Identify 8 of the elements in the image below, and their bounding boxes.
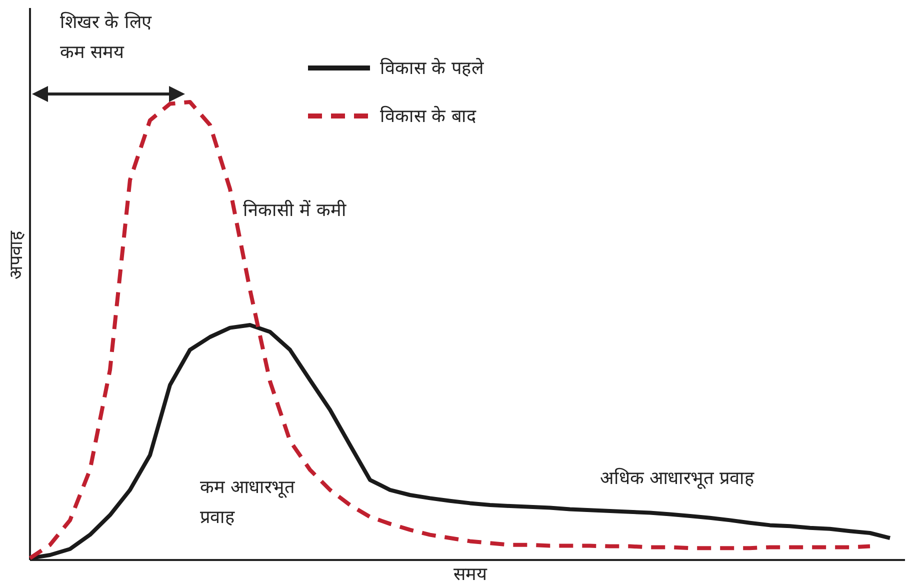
annotation: अधिक आधारभूत प्रवाह [600, 467, 754, 489]
annotation: निकासी में कमी [243, 199, 346, 221]
x-axis-title: समय [454, 564, 488, 584]
y-axis-title: अपवाह [6, 230, 27, 280]
text: शिखर के लिए कम समय [60, 11, 152, 63]
annotation: कम आधारभूत प्रवाह [200, 477, 296, 528]
legend-label: विकास के बाद [380, 105, 476, 127]
legend-label: विकास के पहले [380, 57, 484, 79]
